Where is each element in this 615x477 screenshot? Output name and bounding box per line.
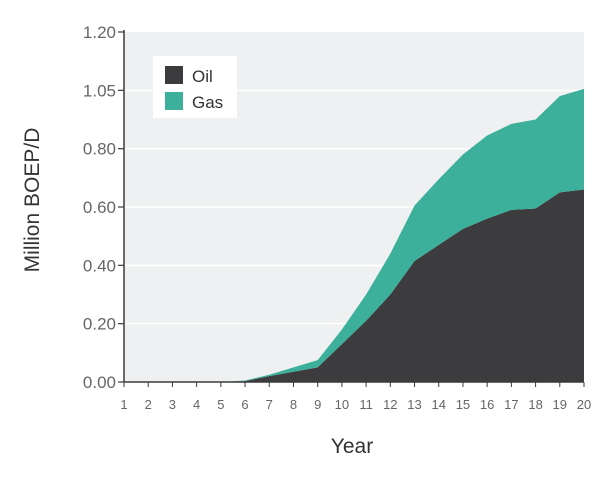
- x-tick-label: 6: [241, 397, 248, 412]
- x-tick-label: 18: [528, 397, 542, 412]
- x-tick-label: 8: [290, 397, 297, 412]
- legend-label-oil: Oil: [192, 67, 213, 86]
- axes: [118, 30, 585, 387]
- x-tick-label: 20: [577, 397, 591, 412]
- legend-swatch-gas: [165, 92, 183, 110]
- y-tick-label: 0.80: [83, 140, 116, 159]
- x-tick-label: 13: [407, 397, 421, 412]
- x-tick-label: 4: [193, 397, 200, 412]
- y-tick-label: 0.40: [83, 256, 116, 275]
- x-tick-label: 15: [456, 397, 470, 412]
- x-axis-title: Year: [331, 435, 373, 458]
- legend: Oil Gas: [153, 56, 237, 118]
- x-tick-label: 14: [432, 397, 446, 412]
- x-tick-label: 9: [314, 397, 321, 412]
- x-tick-label: 16: [480, 397, 494, 412]
- x-tick-label: 17: [504, 397, 518, 412]
- y-tick-label: 0.00: [83, 373, 116, 392]
- x-tick-label: 12: [383, 397, 397, 412]
- tick-labels: 0.000.200.400.600.801.051.201 2 3 4 5 6 7 8 9 10 1…: [83, 23, 591, 412]
- y-tick-label: 0.20: [83, 315, 116, 334]
- x-tick-label: 2: [145, 397, 152, 412]
- area-oil: [124, 189, 584, 382]
- y-tick-label: 0.60: [83, 198, 116, 217]
- legend-swatch-oil: [165, 66, 183, 84]
- x-tick-label: 10: [335, 397, 349, 412]
- legend-label-gas: Gas: [192, 93, 223, 112]
- x-tick-label: 19: [553, 397, 567, 412]
- x-tick-label: 5: [217, 397, 224, 412]
- area-series: [124, 88, 584, 382]
- x-tick-label: 11: [359, 397, 373, 412]
- x-tick-label: 1: [120, 397, 127, 412]
- x-tick-label: 7: [266, 397, 273, 412]
- y-tick-label: 1.05: [83, 81, 116, 100]
- area-gas: [124, 88, 584, 382]
- y-axis-title: Million BOEP/D: [21, 128, 44, 273]
- y-tick-label: 1.20: [83, 23, 116, 42]
- x-tick-label: 3: [169, 397, 176, 412]
